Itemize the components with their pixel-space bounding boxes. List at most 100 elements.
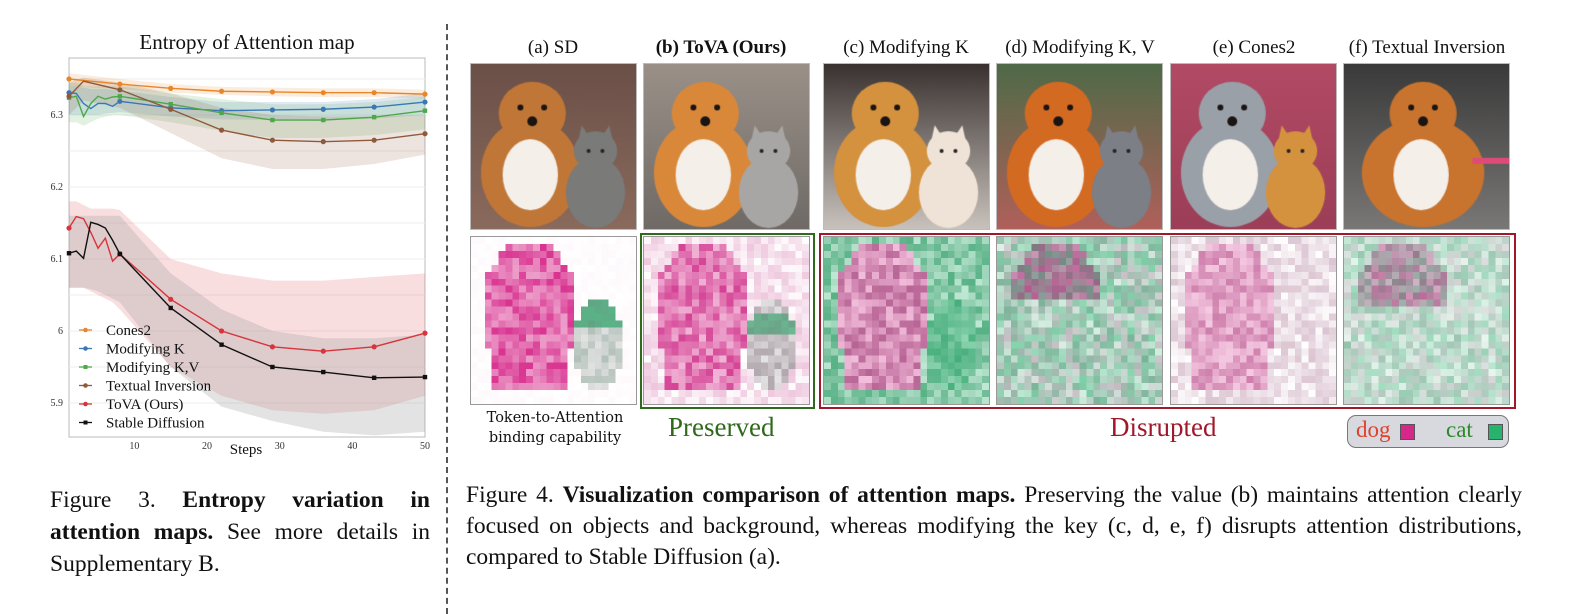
y-tick-label: 6 — [58, 326, 63, 337]
legend-cat-swatch — [1488, 424, 1503, 440]
column-title: (a) SD — [527, 37, 579, 58]
generated-image — [1170, 63, 1337, 230]
attention-map — [1343, 236, 1510, 405]
data-point — [422, 108, 428, 113]
x-tick-label: 50 — [420, 441, 430, 452]
figure4-caption-prefix: Figure 4. — [466, 482, 554, 508]
legend-label: Modifying K — [106, 342, 185, 358]
attention-map — [996, 236, 1163, 405]
y-tick-label: 6.1 — [51, 254, 64, 265]
attention-map — [470, 236, 637, 405]
legend-marker — [83, 327, 88, 333]
data-point — [270, 117, 275, 123]
column-title: (f) Textual Inversion — [1348, 37, 1506, 58]
data-point — [371, 90, 377, 96]
attention-map-canvas — [997, 237, 1162, 404]
column-separator — [446, 24, 448, 614]
figure3-caption-prefix: Figure 3. — [50, 487, 156, 513]
token-legend: dog cat — [1347, 415, 1509, 448]
data-point — [320, 139, 326, 145]
preserved-box — [640, 233, 815, 409]
x-tick-label: 40 — [347, 441, 357, 452]
data-point — [371, 137, 377, 143]
series-line — [68, 221, 426, 379]
series-band — [69, 77, 425, 169]
data-point — [219, 342, 224, 347]
disrupted-label: Disrupted — [1110, 412, 1217, 442]
legend-marker — [83, 401, 88, 407]
attention-map-canvas — [1344, 237, 1509, 404]
series-line — [68, 95, 426, 121]
attention-map-canvas — [824, 237, 989, 404]
attention-map — [823, 236, 990, 405]
legend-marker — [83, 420, 88, 425]
series-band — [69, 201, 425, 414]
series-line — [68, 91, 426, 112]
chart-title: Entropy of Attention map — [139, 30, 355, 54]
data-point — [168, 296, 174, 302]
generated-image-canvas — [997, 64, 1162, 229]
data-point — [422, 99, 428, 105]
data-point — [321, 369, 326, 375]
legend-cat-label: cat — [1446, 417, 1473, 442]
legend-label: Cones2 — [106, 323, 151, 339]
generated-image-canvas — [1171, 64, 1336, 229]
generated-image — [1343, 63, 1510, 230]
legend-marker — [83, 346, 88, 351]
generated-image-canvas — [1344, 64, 1509, 229]
preserved-label: Preserved — [668, 412, 775, 442]
data-point — [66, 76, 72, 82]
data-point — [168, 305, 173, 311]
generated-image — [996, 63, 1163, 230]
data-point — [270, 364, 275, 370]
data-point — [422, 131, 428, 137]
data-point — [320, 348, 326, 354]
legend-marker — [83, 365, 88, 369]
data-point — [219, 110, 224, 116]
series-band — [69, 215, 425, 436]
data-point — [371, 375, 377, 380]
binding-label-line2: binding capability — [488, 430, 622, 446]
data-point — [218, 328, 225, 334]
series-line — [68, 215, 426, 352]
data-point — [269, 344, 276, 350]
data-point — [422, 330, 428, 336]
data-point — [422, 91, 428, 97]
entropy-chart: 5.9 6 6.1 6.2 6.3 10 20 30 40 50 Steps Cones2 Modify… — [51, 57, 430, 458]
column-title: (b) ToVA (Ours) — [655, 37, 787, 58]
attention-map — [1170, 236, 1337, 405]
data-point — [320, 90, 326, 96]
figure4-caption: Figure 4. Visualization comparison of at… — [466, 480, 1522, 573]
data-point — [371, 344, 377, 350]
legend-marker — [83, 383, 88, 388]
series-band — [69, 86, 425, 121]
attention-map — [643, 236, 810, 405]
data-point — [320, 106, 326, 112]
data-point — [117, 81, 123, 87]
plot-frame — [68, 57, 426, 438]
legend-label: ToVA (Ours) — [106, 397, 183, 413]
data-point — [117, 251, 123, 257]
y-tick-label: 6.3 — [51, 110, 64, 121]
data-point — [168, 102, 173, 107]
data-point — [321, 117, 326, 123]
disrupted-box — [819, 233, 1516, 409]
generated-image-canvas — [644, 64, 809, 229]
attention-map-canvas — [644, 237, 809, 404]
figure4-caption-bold: Visualization comparison of attention ma… — [562, 482, 1016, 508]
data-point — [218, 88, 225, 94]
x-tick-label: 10 — [129, 441, 139, 452]
x-axis-label: Steps — [230, 442, 263, 458]
data-point — [66, 93, 72, 99]
data-point — [422, 374, 428, 380]
legend-label: Stable Diffusion — [106, 416, 205, 432]
legend-dog-label: dog — [1356, 417, 1391, 442]
figure3-caption-rest: See more details in Supplementary B. — [50, 519, 431, 577]
data-point — [269, 137, 276, 143]
data-point — [269, 107, 276, 113]
data-point — [117, 98, 123, 104]
attention-map-canvas — [1171, 237, 1336, 404]
data-point — [117, 94, 123, 99]
data-point — [371, 104, 377, 110]
data-point — [218, 127, 225, 133]
